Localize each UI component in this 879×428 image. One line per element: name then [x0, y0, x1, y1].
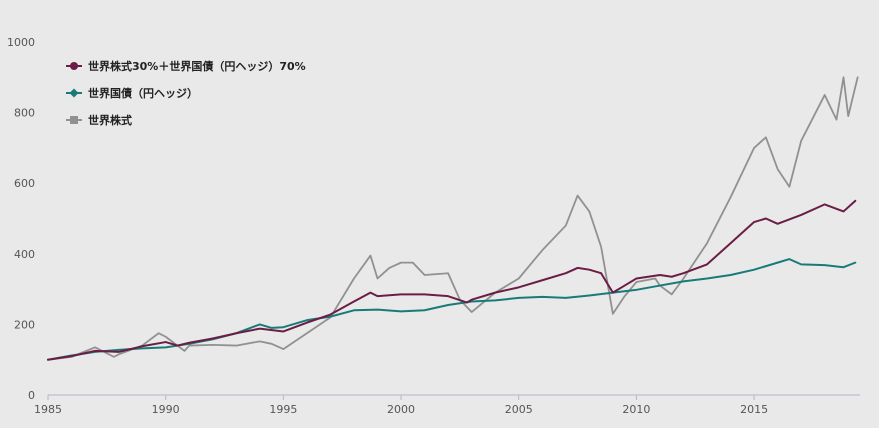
x-tick-label: 2005 [505, 403, 533, 416]
x-tick-label: 2000 [387, 403, 415, 416]
y-tick-label: 200 [14, 318, 35, 331]
legend-label-3: 世界株式 [88, 113, 132, 127]
series-line-1 [47, 199, 857, 361]
axes: 1985 1990 1995 2000 2005 2010 2015 0 200 400 600 80… [7, 36, 860, 416]
legend-label-2: 世界国債（円ヘッジ） [88, 86, 198, 100]
x-tick-label: 2010 [622, 403, 650, 416]
y-tick-label: 0 [28, 389, 35, 402]
series-layer [47, 76, 859, 361]
y-tick-label: 800 [14, 107, 35, 120]
legend-label-1: 世界株式30%＋世界国債（円ヘッジ）70% [88, 59, 306, 73]
x-tick-label: 1990 [152, 403, 180, 416]
y-tick-label: 400 [14, 248, 35, 261]
legend: 世界株式30%＋世界国債（円ヘッジ）70% 世界国債（円ヘッジ） 世界株式 [66, 59, 306, 127]
y-tick-label: 1000 [7, 36, 35, 49]
x-tick-label: 1995 [269, 403, 297, 416]
x-tick-label: 1985 [34, 403, 62, 416]
x-tick-label: 2015 [740, 403, 768, 416]
y-tick-label: 600 [14, 177, 35, 190]
legend-marker-diamond-icon [69, 88, 79, 98]
legend-marker-circle-icon [70, 62, 78, 70]
series-line-2 [47, 258, 857, 361]
legend-marker-square-icon [70, 116, 78, 124]
series-line-3 [47, 76, 859, 361]
